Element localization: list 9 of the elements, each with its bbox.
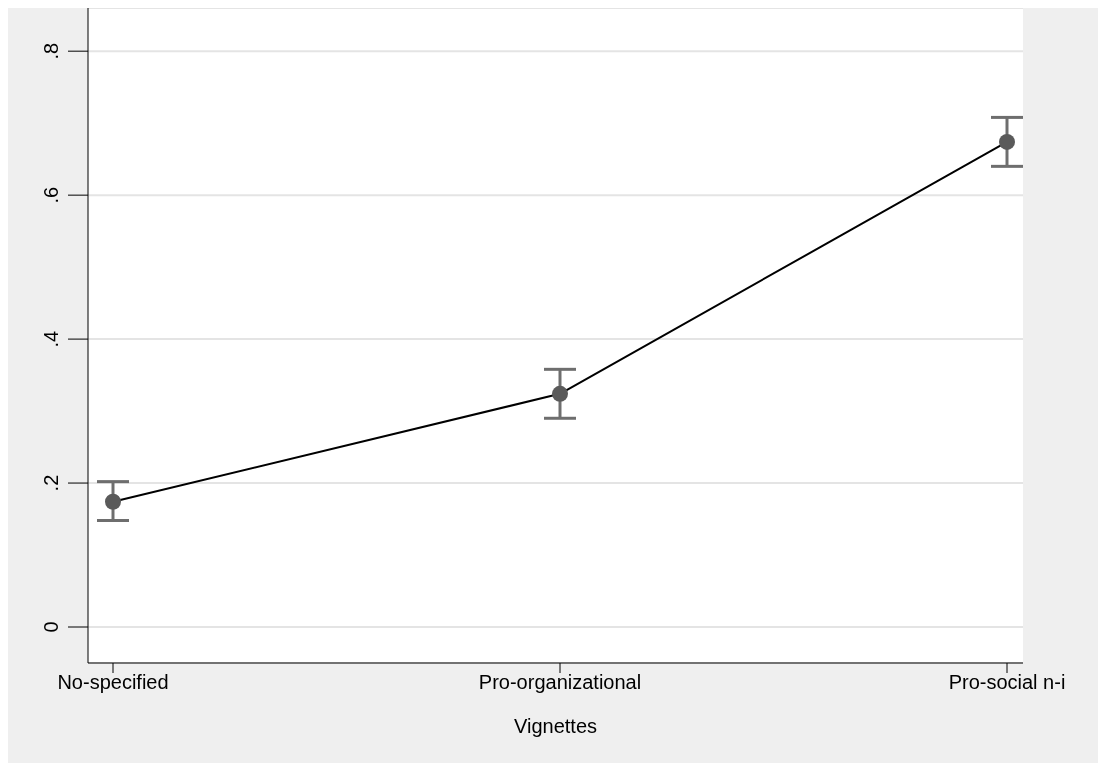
x-tick-label: Pro-social n-i (948, 671, 1066, 694)
y-tick-label: .2 (40, 474, 62, 492)
y-tick-label: .4 (40, 330, 62, 348)
y-tick-label: 0 (40, 621, 62, 633)
x-axis-title: Vignettes (513, 715, 598, 737)
y-tick-label: .6 (40, 186, 62, 204)
x-tick-label: No-specified (57, 671, 169, 694)
x-tick-label: Pro-organizational (478, 671, 642, 694)
y-tick-label: .8 (40, 42, 62, 60)
